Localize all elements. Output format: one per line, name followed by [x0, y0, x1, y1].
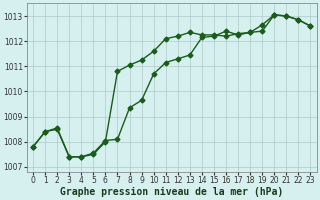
X-axis label: Graphe pression niveau de la mer (hPa): Graphe pression niveau de la mer (hPa) [60, 186, 284, 197]
